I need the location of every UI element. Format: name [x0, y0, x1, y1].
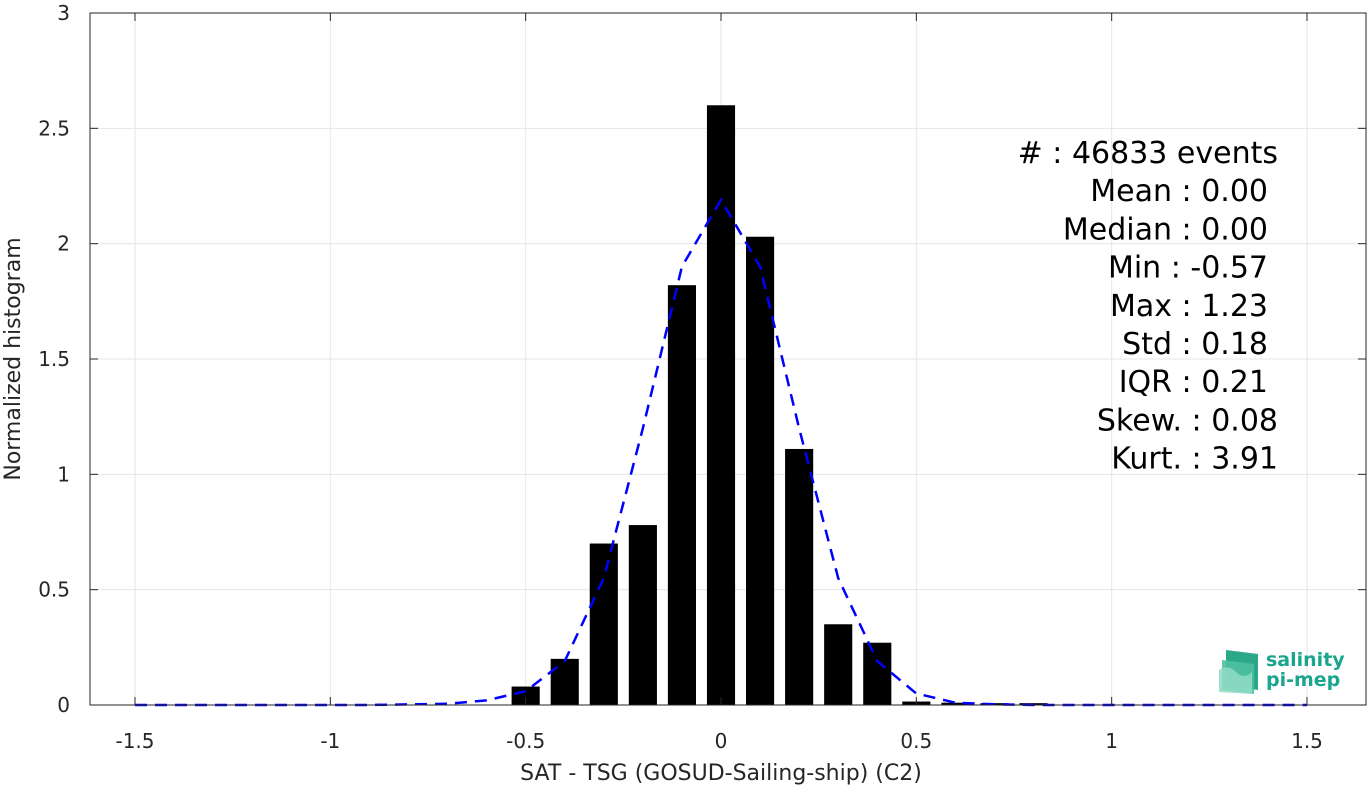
histogram-bar [589, 543, 618, 705]
histogram-bar [667, 285, 696, 705]
y-axis-label: Normalized histogram [1, 237, 26, 480]
y-tick-label: 3 [57, 1, 70, 25]
x-tick-label: -0.5 [506, 729, 545, 753]
stat-line: Skew. : 0.08 [1097, 403, 1278, 438]
x-tick-label: 1 [1105, 729, 1118, 753]
histogram-bar [746, 236, 775, 705]
stat-line: # : 46833 events [1018, 136, 1278, 171]
salinity-pi-mep-logo: salinity pi-mep [1219, 649, 1345, 694]
logo-text-salinity: salinity [1266, 649, 1345, 671]
y-tick-label: 1 [57, 462, 70, 486]
x-axis-label: SAT - TSG (GOSUD-Sailing-ship) (C2) [520, 761, 922, 786]
stat-line: IQR : 0.21 [1119, 365, 1268, 400]
stat-line: Max : 1.23 [1110, 289, 1268, 324]
y-tick-label: 2.5 [38, 116, 70, 140]
y-tick-label: 0.5 [38, 578, 70, 602]
y-axis-ticks: 0 0.5 1 1.5 2 2.5 3 [38, 1, 1366, 717]
x-axis-ticks: -1.5 -1 -0.5 0 0.5 1 1.5 [115, 13, 1323, 753]
histogram-bars [511, 105, 1048, 706]
x-tick-label: -1.5 [115, 729, 154, 753]
histogram-bar [785, 448, 814, 705]
stat-line: Std : 0.18 [1122, 327, 1268, 362]
x-tick-label: 1.5 [1291, 729, 1323, 753]
logo-mark [1219, 650, 1258, 694]
x-tick-label: 0 [715, 729, 728, 753]
y-tick-label: 1.5 [38, 347, 70, 371]
histogram-bar [824, 624, 853, 705]
y-tick-label: 0 [57, 693, 70, 717]
stat-line: Min : -0.57 [1108, 251, 1268, 286]
histogram-bar [941, 702, 970, 705]
stat-line: Mean : 0.00 [1090, 174, 1268, 209]
x-tick-label: 0.5 [900, 729, 932, 753]
histogram-bar [511, 686, 540, 705]
x-tick-label: -1 [320, 729, 340, 753]
y-tick-label: 2 [57, 232, 70, 256]
stat-line: Median : 0.00 [1063, 212, 1268, 247]
histogram-bar [863, 642, 892, 705]
histogram-bar [706, 105, 736, 706]
histogram-bar [550, 658, 579, 705]
logo-text-pi-mep: pi-mep [1266, 669, 1340, 691]
histogram-bar [628, 525, 657, 705]
stat-line: Kurt. : 3.91 [1111, 442, 1278, 477]
